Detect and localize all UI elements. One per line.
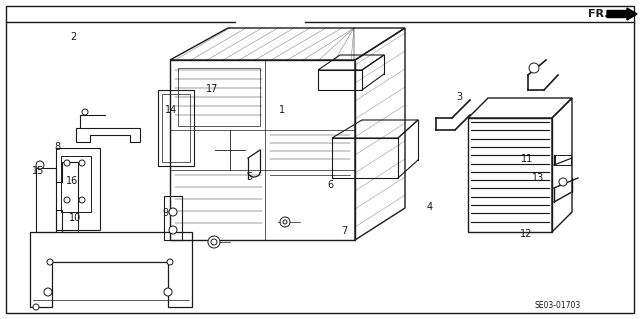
Bar	[164, 196, 182, 240]
Circle shape	[169, 208, 177, 216]
Circle shape	[211, 239, 217, 245]
Circle shape	[64, 160, 70, 166]
Text: 3: 3	[456, 92, 463, 102]
Text: 1: 1	[278, 105, 285, 115]
Circle shape	[283, 220, 287, 224]
Text: 16: 16	[66, 176, 79, 186]
Text: 5: 5	[246, 172, 253, 182]
Text: 12: 12	[520, 228, 532, 239]
Circle shape	[167, 259, 173, 265]
Bar	[162, 94, 190, 162]
Text: 17: 17	[206, 84, 219, 94]
Circle shape	[208, 236, 220, 248]
Bar	[56, 148, 100, 230]
Text: 6: 6	[327, 180, 333, 190]
Bar	[61, 156, 91, 212]
Bar	[178, 68, 260, 126]
Circle shape	[36, 161, 44, 169]
Circle shape	[33, 304, 39, 310]
Text: 10: 10	[68, 212, 81, 223]
Circle shape	[529, 63, 539, 73]
Bar	[555, 155, 571, 165]
Circle shape	[164, 288, 172, 296]
Circle shape	[79, 197, 85, 203]
Text: SE03-01703: SE03-01703	[535, 301, 581, 310]
Text: 15: 15	[32, 166, 45, 176]
Circle shape	[280, 217, 290, 227]
Text: 4: 4	[427, 202, 433, 212]
Circle shape	[64, 197, 70, 203]
Circle shape	[47, 259, 53, 265]
Text: 14: 14	[164, 105, 177, 115]
Circle shape	[82, 109, 88, 115]
Text: 9: 9	[162, 208, 168, 218]
Text: 13: 13	[531, 173, 544, 183]
Circle shape	[79, 160, 85, 166]
Bar	[158, 90, 194, 166]
Text: 11: 11	[520, 154, 533, 165]
Circle shape	[559, 178, 567, 186]
Text: FR.: FR.	[588, 9, 609, 19]
Text: 7: 7	[341, 226, 348, 236]
Text: 2: 2	[70, 32, 77, 42]
Text: 8: 8	[54, 142, 61, 152]
Circle shape	[169, 226, 177, 234]
Circle shape	[44, 288, 52, 296]
FancyArrow shape	[607, 8, 637, 20]
